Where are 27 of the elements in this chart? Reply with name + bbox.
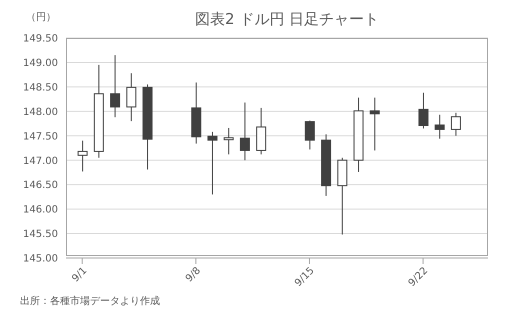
candlestick xyxy=(78,140,88,172)
candlestick xyxy=(434,114,445,140)
candlestick xyxy=(450,112,461,136)
y-tick-label: 149.50 xyxy=(23,34,58,45)
y-axis-title: （円） xyxy=(26,11,56,24)
x-tick-label: 9/8 xyxy=(184,265,203,285)
y-tick-label: 148.50 xyxy=(23,82,58,94)
y-tick-label: 149.00 xyxy=(23,58,58,69)
text: 出所：各種市場データより作成 xyxy=(19,294,161,308)
candlestick xyxy=(224,127,234,155)
candlestick xyxy=(126,72,136,122)
candlestick xyxy=(207,131,218,195)
y-tick-label: 147.00 xyxy=(23,156,58,167)
y-tick-label: 146.50 xyxy=(23,180,58,192)
candlestick xyxy=(240,102,250,161)
y-tick-label: 146.00 xyxy=(23,204,58,216)
chart-title: 図表2 ドル円 日足チャート xyxy=(194,10,380,28)
candlestick xyxy=(256,107,266,155)
x-tick-label: 9/1 xyxy=(70,265,90,285)
candlestick xyxy=(418,92,428,129)
candlestick xyxy=(370,97,380,151)
candlestick xyxy=(110,54,120,118)
y-tick-label: 147.50 xyxy=(23,131,58,142)
candlestick xyxy=(304,120,315,150)
y-tick-label: 145.00 xyxy=(23,254,58,265)
y-tick-label: 145.50 xyxy=(23,229,58,240)
y-tick-label: 148.00 xyxy=(23,106,58,118)
